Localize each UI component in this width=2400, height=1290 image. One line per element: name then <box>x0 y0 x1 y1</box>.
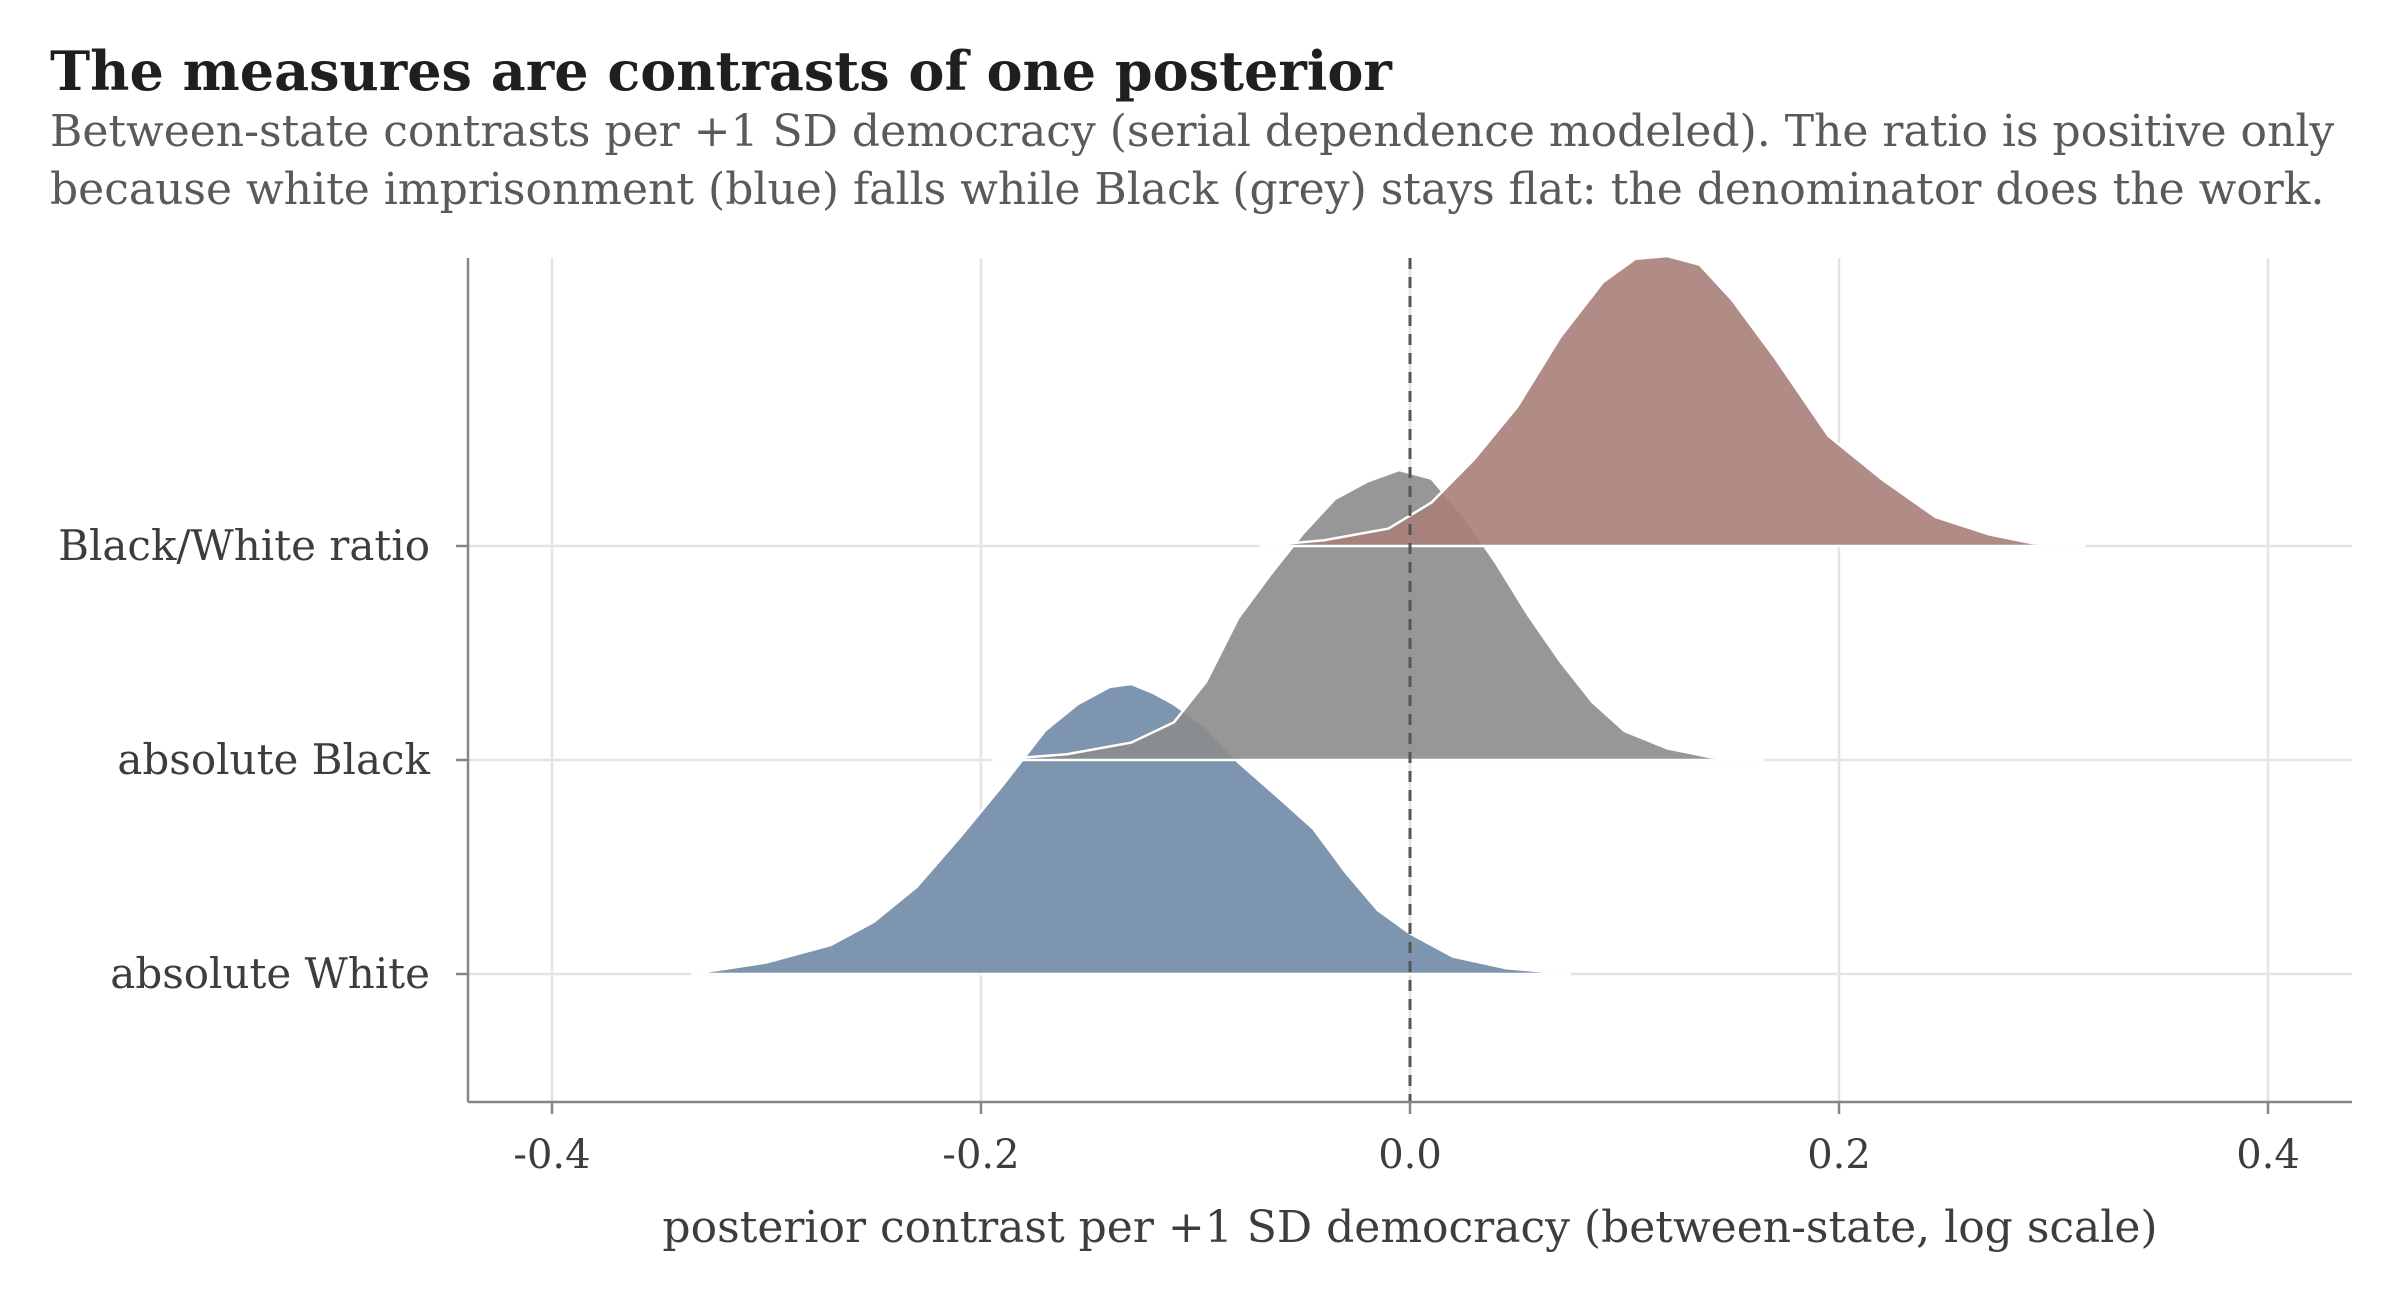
density-ridges <box>691 254 2086 976</box>
x-tick-label-1: -0.2 <box>942 1132 1019 1178</box>
x-axis-title: posterior contrast per +1 SD democracy (… <box>662 1202 2157 1253</box>
chart-subtitle-line-1: Between-state contrasts per +1 SD democr… <box>50 106 2334 157</box>
chart-title: The measures are contrasts of one poster… <box>50 39 1392 103</box>
category-label-0: Black/White ratio <box>58 521 430 570</box>
density-ridge-absolute-white <box>691 682 1572 976</box>
category-label-1: absolute Black <box>117 735 430 784</box>
density-ridge-black-white-ratio <box>1259 254 2086 548</box>
x-tick-label-2: 0.0 <box>1378 1132 1442 1178</box>
category-label-2: absolute White <box>110 949 430 998</box>
x-tick-label-3: 0.2 <box>1807 1132 1871 1178</box>
axes: Black/White ratio absolute Black absolute … <box>58 258 2352 1178</box>
density-ridge-absolute-black <box>991 468 1764 762</box>
x-tick-label-4: 0.4 <box>2236 1132 2300 1178</box>
x-tick-label-0: -0.4 <box>513 1132 590 1178</box>
chart-subtitle-line-2: because white imprisonment (blue) falls … <box>50 164 2325 215</box>
